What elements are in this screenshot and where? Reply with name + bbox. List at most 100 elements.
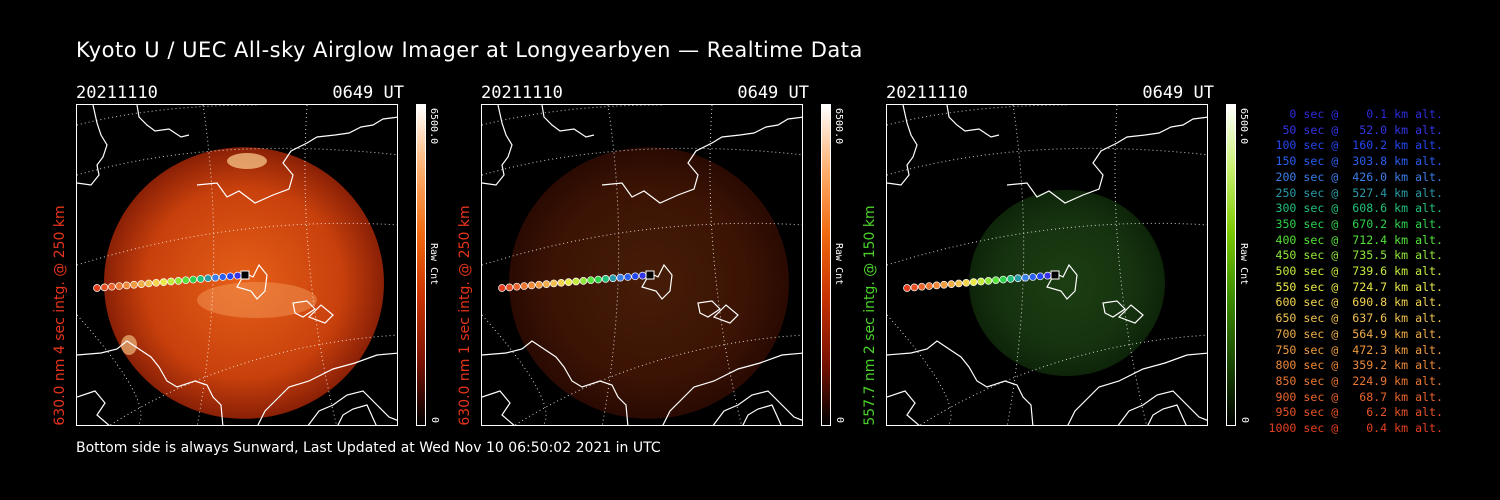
track-point [189,275,198,284]
track-point [505,283,514,292]
legend-entry: 300 sec @ 608.6 km alt. [1268,201,1443,216]
colorbar-min: 0 [429,417,440,424]
colorbar [416,104,426,426]
track-point [226,272,235,281]
legend-entry: 100 sec @ 160.2 km alt. [1268,138,1443,153]
legend-entry: 950 sec @ 6.2 km alt. [1268,405,1443,420]
track-point [122,281,131,290]
legend-entry: 650 sec @ 637.6 km alt. [1268,311,1443,326]
track-point [557,278,566,287]
track-point [167,277,175,286]
panel-time: 0649 UT [332,83,404,103]
legend-entry: 50 sec @ 52.0 km alt. [1268,122,1443,137]
colorbar [821,104,831,426]
colorbar-max: 6500.0 [428,108,439,145]
colorbar-unit: Raw Cnt [833,243,844,286]
track-point [204,274,212,283]
track-point [233,271,242,280]
track-point [549,279,558,288]
legend-entry: 0 sec @ 0.1 km alt. [1268,107,1443,121]
panel-date: 20211110 [886,83,968,103]
track-point [174,277,183,285]
track-point [609,274,617,283]
allsky-image [886,104,1208,426]
panel-wavelength-label: 630.0 nm 4 sec intg. @ 250 km [52,205,68,426]
track-point [601,275,610,283]
panel-time: 0649 UT [1142,83,1214,103]
track-point [196,275,205,283]
allsky-image [76,104,398,426]
legend-entry: 900 sec @ 68.7 km alt. [1268,389,1443,404]
track-point [977,277,985,286]
track-point [564,278,573,286]
track-point [498,284,506,292]
track-point [572,277,580,286]
legend-entry: 400 sec @ 712.4 km alt. [1268,232,1443,247]
colorbar-max: 6500.0 [1238,108,1249,145]
legend-entry: 150 sec @ 303.8 km alt. [1268,154,1443,169]
track-point [542,280,551,288]
track-point [903,284,911,292]
track-point [512,282,521,291]
legend-entry: 850 sec @ 224.9 km alt. [1268,373,1443,388]
legend-entry: 250 sec @ 527.4 km alt. [1268,185,1443,200]
track-point [159,278,168,286]
allsky-image [481,104,803,426]
track-point [999,275,1008,284]
track-point [616,273,625,282]
panel-date: 20211110 [481,83,563,103]
track-point [962,278,971,287]
track-point [594,275,603,284]
track-point [93,284,101,292]
track-point [638,271,647,280]
track-point [527,281,536,290]
colorbar-unit: Raw Cnt [1238,243,1249,286]
track-point [954,279,963,288]
legend-entry: 600 sec @ 690.8 km alt. [1268,295,1443,310]
page-title: Kyoto U / UEC All-sky Airglow Imager at … [76,38,863,62]
legend-entry: 350 sec @ 670.2 km alt. [1268,216,1443,231]
panel-date: 20211110 [76,83,158,103]
track-point [181,276,190,285]
footer-note: Bottom side is always Sunward, Last Upda… [76,440,661,456]
legend-entry: 500 sec @ 739.6 km alt. [1268,264,1443,279]
legend-entry: 800 sec @ 359.2 km alt. [1268,358,1443,373]
colorbar-min: 0 [1239,417,1250,424]
track-point [137,280,146,288]
track-point [1043,271,1052,280]
track-point [940,280,948,289]
track-point [144,279,153,288]
track-point [925,282,934,290]
imager-panel-2: 20211110 0649 UT 630.0 nm 1 sec intg. @ … [457,80,881,430]
satellite-track-legend: 0 sec @ 0.1 km alt. 50 sec @ 52.0 km alt… [1243,107,1443,437]
colorbar-unit: Raw Cnt [428,243,439,286]
track-point [520,282,529,290]
legend-entry: 750 sec @ 472.3 km alt. [1268,342,1443,357]
track-point [1014,274,1022,283]
track-point [1028,273,1037,281]
legend-entry: 1000 sec @ 0.4 km alt. [1268,421,1443,436]
track-point [115,282,124,290]
track-point [1006,275,1015,283]
legend-entry: 700 sec @ 564.9 km alt. [1268,326,1443,341]
track-point [991,276,1000,285]
track-point [152,278,161,287]
track-point [107,282,116,291]
legend-entry: 200 sec @ 426.0 km alt. [1268,169,1443,184]
track-point [535,280,543,289]
track-point [917,282,926,291]
imager-panel-3: 20211110 0649 UT 557.7 nm 2 sec intg. @ … [862,80,1286,430]
panel-wavelength-label: 557.7 nm 2 sec intg. @ 150 km [862,205,878,426]
track-point [1036,272,1045,281]
track-point [586,276,595,285]
colorbar-max: 6500.0 [833,108,844,145]
imager-panel-1: 20211110 0649 UT 630.0 nm 4 sec intg. @ … [52,80,476,430]
track-point [932,281,941,290]
track-point [947,280,956,288]
colorbar [1226,104,1236,426]
track-point [579,277,588,285]
track-point [623,273,632,281]
track-point [218,273,227,281]
panel-time: 0649 UT [737,83,809,103]
track-point [130,280,138,289]
